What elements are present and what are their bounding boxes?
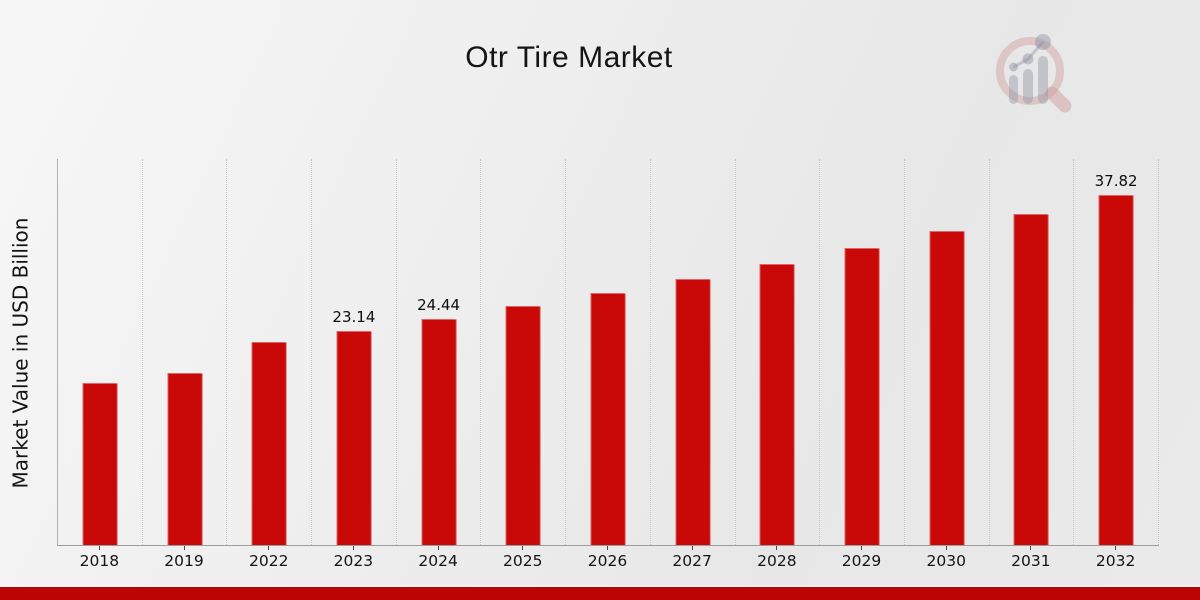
x-tick-label: 2024 <box>418 552 458 570</box>
tick-mark <box>945 546 947 550</box>
x-tick-label: 2026 <box>587 552 628 570</box>
y-axis-title: Market Value in USD Billion <box>4 159 36 546</box>
magnifier-growth-chart-logo <box>996 34 1072 113</box>
bar-2019 <box>167 372 203 545</box>
bar-column-2019 <box>143 159 228 545</box>
tick-mark <box>98 546 100 550</box>
plot-area: 23.14 24.44 37.82 <box>57 159 1159 546</box>
bar-column-2023: 23.14 <box>312 159 397 545</box>
y-axis-title-text: Market Value in USD Billion <box>8 217 32 488</box>
x-tick-cell-2030: 2030 <box>904 546 989 570</box>
bar-2029 <box>844 247 880 545</box>
tick-mark <box>183 546 185 550</box>
x-tick-cell-2022: 2022 <box>226 546 311 570</box>
tick-mark <box>691 546 693 550</box>
bar-column-2030 <box>905 159 990 545</box>
x-tick-label: 2018 <box>79 552 120 570</box>
x-tick-label: 2022 <box>248 552 289 570</box>
tick-mark <box>437 546 439 550</box>
bar-2030 <box>929 231 965 545</box>
x-tick-label: 2032 <box>1095 552 1136 570</box>
x-tick-label: 2023 <box>333 552 374 570</box>
x-tick-cell-2028: 2028 <box>735 546 820 570</box>
tick-mark <box>522 546 524 550</box>
bar-column-2029 <box>820 159 905 545</box>
footer-divider <box>0 585 1200 587</box>
bar-2023 <box>336 330 372 545</box>
x-tick-cell-2029: 2029 <box>819 546 904 570</box>
x-tick-cell-2024: 2024 <box>396 546 481 570</box>
bar-2032 <box>1098 194 1134 545</box>
tick-mark <box>606 546 608 550</box>
x-tick-label: 2028 <box>757 552 797 570</box>
bar-2025 <box>505 306 541 545</box>
bar-column-2026 <box>566 159 651 545</box>
bar-column-2022 <box>227 159 313 545</box>
x-tick-cell-2018: 2018 <box>57 546 142 570</box>
tick-mark <box>352 546 354 550</box>
bar-column-2028 <box>736 159 821 545</box>
x-tick-cell-2025: 2025 <box>480 546 565 570</box>
bar-2031 <box>1013 213 1049 545</box>
x-tick-cell-2023: 2023 <box>311 546 396 570</box>
bar-column-2018 <box>58 159 143 545</box>
x-tick-label: 2027 <box>672 552 712 570</box>
x-tick-cell-2019: 2019 <box>142 546 227 570</box>
tick-mark <box>1030 546 1032 550</box>
bar-column-2024: 24.44 <box>397 159 482 545</box>
bar-2027 <box>675 278 711 545</box>
tick-mark <box>776 546 778 550</box>
tick-mark <box>861 546 863 550</box>
x-tick-cell-2026: 2026 <box>565 546 650 570</box>
x-tick-cell-2031: 2031 <box>989 546 1074 570</box>
x-tick-label: 2030 <box>926 552 966 570</box>
bar-column-2031 <box>990 159 1075 545</box>
x-tick-cell-2027: 2027 <box>650 546 735 570</box>
x-tick-label: 2019 <box>164 552 204 570</box>
bar-value-label-2032: 37.82 <box>1094 171 1138 190</box>
bar-column-2032: 37.82 <box>1074 159 1159 545</box>
bar-value-label-2023: 23.14 <box>332 307 376 326</box>
bar-2018 <box>82 383 118 545</box>
bar-column-2027 <box>651 159 736 545</box>
bar-2028 <box>759 263 795 545</box>
x-tick-label: 2031 <box>1011 552 1051 570</box>
bar-column-2025 <box>481 159 567 545</box>
footer-accent-band <box>0 587 1200 600</box>
x-axis-labels: 2018 2019 2022 2023 2024 2025 2026 2027 2028 2029… <box>57 546 1158 570</box>
bar-2022 <box>251 342 287 545</box>
bar-2024 <box>421 318 457 545</box>
x-tick-label: 2029 <box>841 552 882 570</box>
x-tick-label: 2025 <box>503 552 543 570</box>
bar-2026 <box>590 292 626 545</box>
tick-mark <box>1115 546 1117 550</box>
tick-mark <box>268 546 270 550</box>
bar-value-label-2024: 24.44 <box>417 295 461 314</box>
x-tick-cell-2032: 2032 <box>1073 546 1158 570</box>
chart-title: Otr Tire Market <box>465 41 673 74</box>
